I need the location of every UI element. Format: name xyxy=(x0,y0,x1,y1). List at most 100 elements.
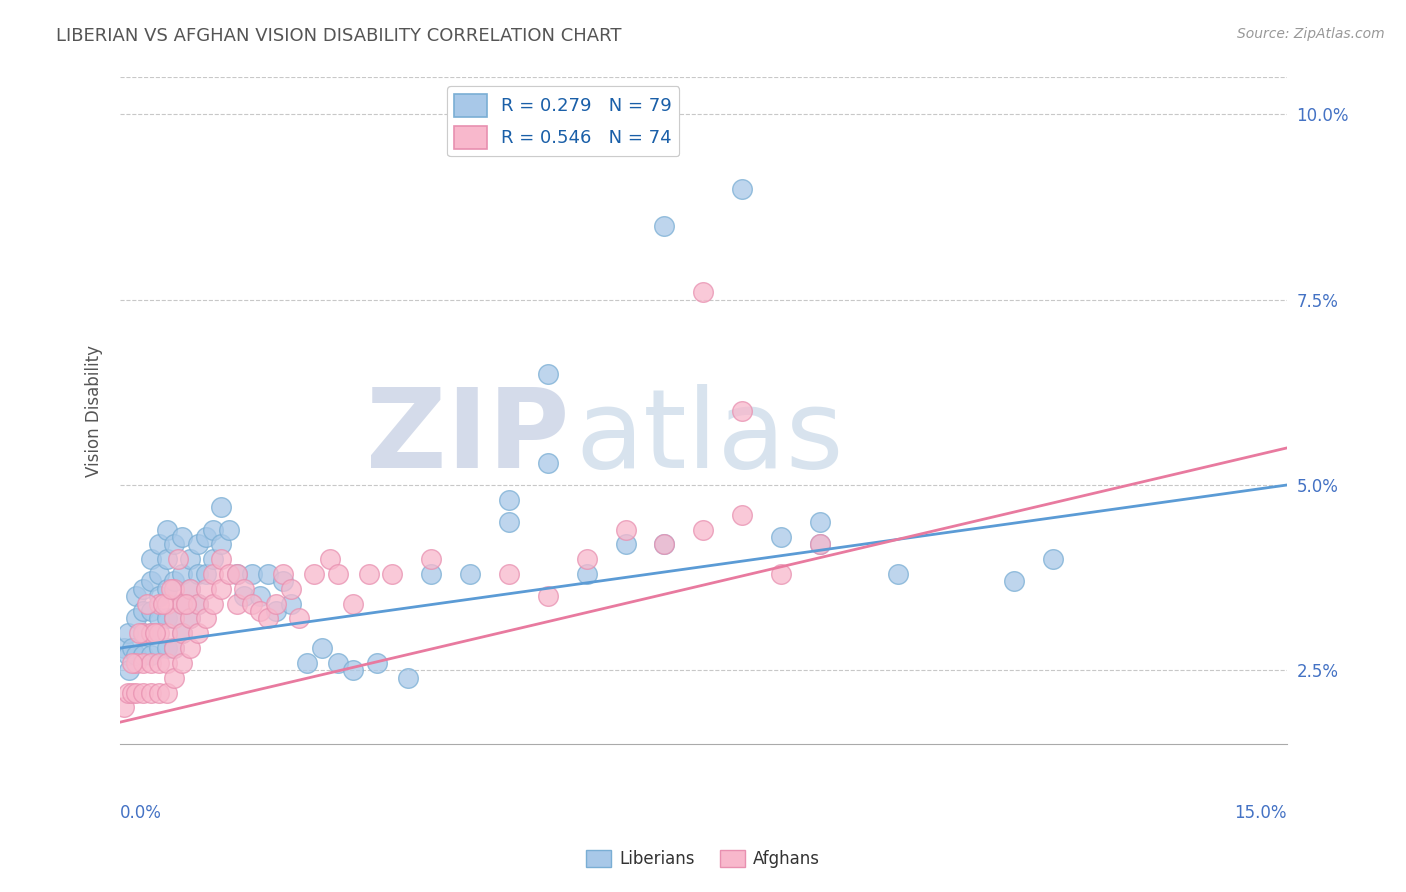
Text: ZIP: ZIP xyxy=(366,384,569,491)
Point xyxy=(172,597,194,611)
Point xyxy=(202,566,225,581)
Point xyxy=(225,566,247,581)
Point xyxy=(194,582,217,596)
Point xyxy=(731,508,754,522)
Point xyxy=(498,492,520,507)
Legend: R = 0.279   N = 79, R = 0.546   N = 74: R = 0.279 N = 79, R = 0.546 N = 74 xyxy=(447,87,679,156)
Point xyxy=(770,530,793,544)
Point xyxy=(256,611,278,625)
Point xyxy=(117,648,139,663)
Point xyxy=(156,597,179,611)
Point xyxy=(202,597,225,611)
Point xyxy=(886,566,908,581)
Point xyxy=(326,656,349,670)
Point xyxy=(420,566,443,581)
Point xyxy=(202,523,225,537)
Point xyxy=(148,597,170,611)
Point xyxy=(304,566,326,581)
Point xyxy=(179,552,201,566)
Point xyxy=(264,604,287,618)
Point xyxy=(172,566,194,581)
Point xyxy=(179,641,201,656)
Point xyxy=(218,566,240,581)
Point xyxy=(1042,552,1064,566)
Point xyxy=(124,611,146,625)
Point xyxy=(143,626,166,640)
Point xyxy=(124,648,146,663)
Point xyxy=(179,611,201,625)
Point xyxy=(163,641,186,656)
Point xyxy=(117,685,139,699)
Point xyxy=(311,641,333,656)
Point xyxy=(692,523,714,537)
Point xyxy=(172,597,194,611)
Point xyxy=(156,523,179,537)
Point xyxy=(808,537,831,551)
Point xyxy=(209,500,232,515)
Point xyxy=(249,604,271,618)
Point xyxy=(271,574,294,589)
Point xyxy=(156,552,179,566)
Point xyxy=(124,685,146,699)
Point xyxy=(187,597,209,611)
Point xyxy=(139,685,162,699)
Point xyxy=(132,604,155,618)
Point xyxy=(420,552,443,566)
Point xyxy=(209,552,232,566)
Point xyxy=(112,641,135,656)
Point xyxy=(654,537,676,551)
Point xyxy=(136,597,159,611)
Point xyxy=(148,641,170,656)
Point xyxy=(288,611,311,625)
Point xyxy=(194,566,217,581)
Point xyxy=(280,582,302,596)
Point xyxy=(240,597,263,611)
Point xyxy=(163,611,186,625)
Point xyxy=(537,589,560,603)
Point xyxy=(240,566,263,581)
Text: 0.0%: 0.0% xyxy=(120,804,162,822)
Point xyxy=(537,367,560,381)
Point xyxy=(179,611,201,625)
Point xyxy=(731,181,754,195)
Point xyxy=(342,597,364,611)
Point xyxy=(366,656,388,670)
Point xyxy=(128,626,150,640)
Point xyxy=(808,537,831,551)
Point xyxy=(172,656,194,670)
Point xyxy=(156,611,179,625)
Point xyxy=(209,537,232,551)
Point xyxy=(187,626,209,640)
Point xyxy=(187,537,209,551)
Point xyxy=(163,574,186,589)
Point xyxy=(148,611,170,625)
Point xyxy=(156,685,179,699)
Point xyxy=(148,589,170,603)
Point xyxy=(179,582,201,596)
Point xyxy=(498,515,520,529)
Point xyxy=(121,656,143,670)
Point xyxy=(537,456,560,470)
Point xyxy=(132,582,155,596)
Point xyxy=(225,597,247,611)
Point xyxy=(194,530,217,544)
Point xyxy=(139,574,162,589)
Point xyxy=(156,641,179,656)
Point xyxy=(139,626,162,640)
Point xyxy=(396,671,419,685)
Point xyxy=(163,671,186,685)
Point xyxy=(575,566,598,581)
Point xyxy=(614,523,637,537)
Point xyxy=(342,663,364,677)
Point xyxy=(249,589,271,603)
Point xyxy=(163,582,186,596)
Point xyxy=(174,597,197,611)
Point xyxy=(124,656,146,670)
Point xyxy=(381,566,404,581)
Point xyxy=(1002,574,1025,589)
Point xyxy=(692,285,714,300)
Point xyxy=(156,626,179,640)
Point xyxy=(172,626,194,640)
Text: Source: ZipAtlas.com: Source: ZipAtlas.com xyxy=(1237,27,1385,41)
Point xyxy=(148,566,170,581)
